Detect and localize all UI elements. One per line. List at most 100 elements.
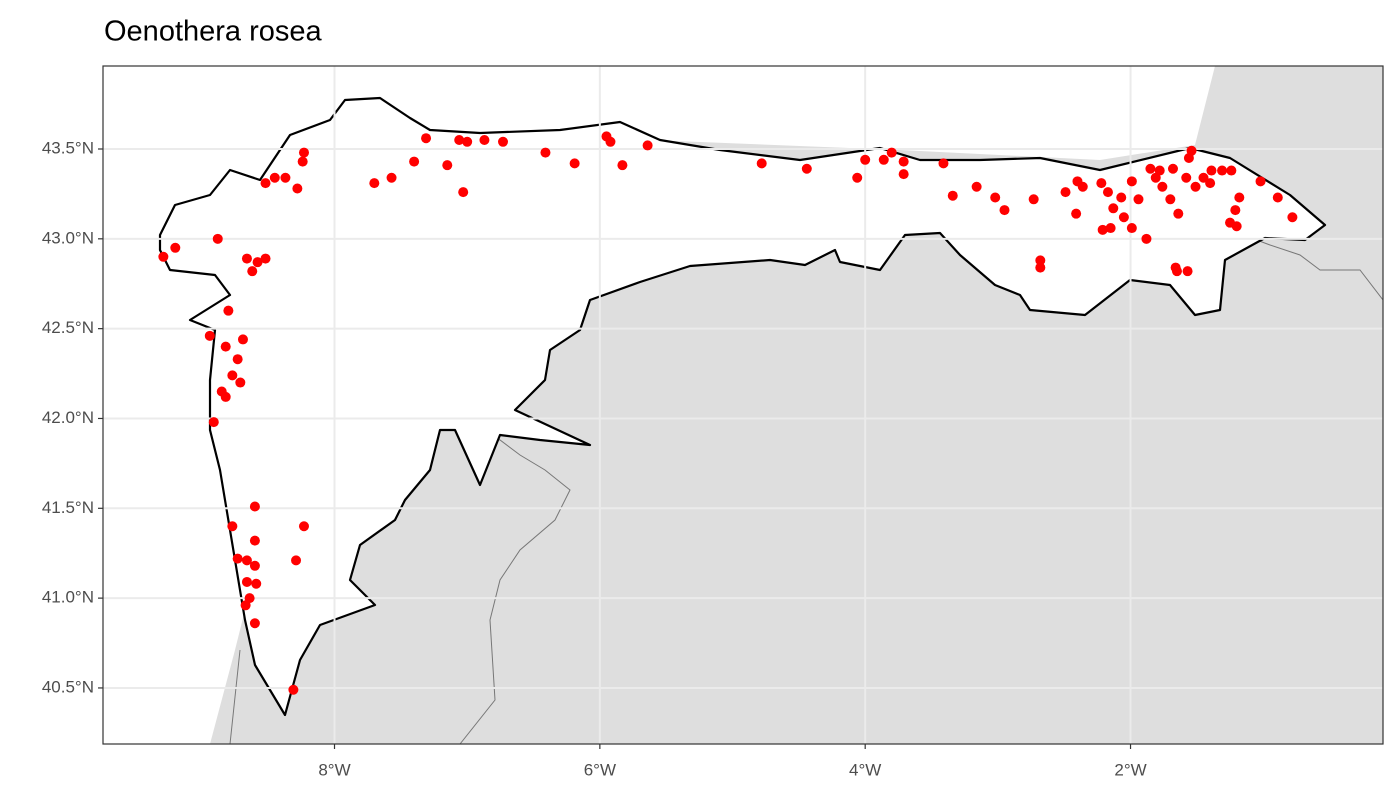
occurrence-point <box>1217 165 1228 176</box>
occurrence-point <box>999 205 1010 216</box>
occurrence-point <box>280 172 291 183</box>
map-title: Oenothera rosea <box>104 16 323 48</box>
occurrence-point <box>237 334 248 345</box>
occurrence-point <box>298 147 309 158</box>
occurrence-point <box>240 600 251 611</box>
occurrence-point <box>223 305 234 316</box>
occurrence-point <box>479 135 490 146</box>
occurrence-point <box>860 154 871 165</box>
occurrence-point <box>442 160 453 171</box>
occurrence-point <box>1190 181 1201 192</box>
occurrence-point <box>1105 223 1116 234</box>
occurrence-point <box>1186 145 1197 156</box>
occurrence-point <box>249 618 260 629</box>
y-tick-label: 41.5°N <box>42 498 94 517</box>
occurrence-point <box>220 391 231 402</box>
occurrence-point <box>1071 208 1082 219</box>
occurrence-point <box>291 555 302 566</box>
x-tick-label: 4°W <box>849 760 881 779</box>
occurrence-point <box>801 163 812 174</box>
occurrence-point <box>241 253 252 264</box>
occurrence-point <box>1118 212 1129 223</box>
occurrence-point <box>1133 194 1144 205</box>
occurrence-point <box>1198 172 1209 183</box>
occurrence-point <box>158 251 169 262</box>
y-tick-label: 42.0°N <box>42 408 94 427</box>
occurrence-point <box>269 172 280 183</box>
occurrence-point <box>247 266 258 277</box>
occurrence-point <box>1173 208 1184 219</box>
panel-border <box>102 65 1384 745</box>
x-tick-label: 2°W <box>1114 760 1146 779</box>
occurrence-point <box>241 555 252 566</box>
occurrence-point <box>212 233 223 244</box>
occurrence-point <box>458 187 469 198</box>
occurrence-point <box>1060 187 1071 198</box>
occurrence-point <box>251 578 262 589</box>
occurrence-point <box>204 330 215 341</box>
occurrence-point <box>249 535 260 546</box>
occurrence-point <box>232 553 243 564</box>
occurrence-point <box>369 178 380 189</box>
occurrence-point <box>1231 221 1242 232</box>
occurrence-point <box>1171 266 1182 277</box>
occurrence-point <box>569 158 580 169</box>
occurrence-point <box>938 158 949 169</box>
occurrence-point <box>227 370 238 381</box>
occurrence-point <box>1255 176 1266 187</box>
occurrence-point <box>170 242 181 253</box>
occurrence-point <box>1126 223 1137 234</box>
occurrence-point <box>1287 212 1298 223</box>
occurrence-point <box>232 354 243 365</box>
occurrence-point <box>1028 194 1039 205</box>
occurrence-point <box>1035 255 1046 266</box>
x-tick-label: 6°W <box>584 760 616 779</box>
occurrence-point <box>208 417 219 428</box>
occurrence-point <box>252 257 263 268</box>
occurrence-point <box>298 521 309 532</box>
occurrence-point <box>462 136 473 147</box>
map-base <box>158 66 1383 744</box>
occurrence-point <box>1141 233 1152 244</box>
occurrence-point <box>1272 192 1283 203</box>
occurrence-point <box>249 560 260 571</box>
occurrence-point <box>878 154 889 165</box>
occurrence-point <box>852 172 863 183</box>
occurrence-point <box>605 136 616 147</box>
y-tick-label: 43.5°N <box>42 138 94 157</box>
occurrence-point <box>1165 194 1176 205</box>
occurrence-point <box>1230 205 1241 216</box>
occurrence-point <box>1108 203 1119 214</box>
occurrence-point <box>409 156 420 167</box>
occurrence-point <box>1181 172 1192 183</box>
occurrence-point <box>1126 176 1137 187</box>
occurrence-point <box>421 133 432 144</box>
study-region <box>158 96 1327 717</box>
occurrence-point <box>498 136 508 147</box>
occurrence-point <box>386 172 397 183</box>
occurrence-point <box>260 253 271 264</box>
occurrence-point <box>990 192 1001 203</box>
x-tick-label: 8°W <box>318 760 350 779</box>
occurrence-point <box>947 190 958 201</box>
occurrence-point <box>898 156 909 167</box>
occurrence-point <box>1234 192 1245 203</box>
occurrence-point <box>1154 165 1165 176</box>
occurrence-point <box>971 181 982 192</box>
occurrence-point <box>1182 266 1193 277</box>
occurrence-point <box>1102 187 1113 198</box>
occurrence-point <box>260 178 271 189</box>
occurrence-point <box>227 521 238 532</box>
occurrence-point <box>241 576 252 587</box>
occurrence-point <box>540 147 551 158</box>
occurrence-point <box>617 160 628 171</box>
occurrence-point <box>1206 165 1217 176</box>
occurrence-point <box>292 183 303 194</box>
occurrence-point <box>297 156 308 167</box>
y-tick-label: 42.5°N <box>42 318 94 337</box>
occurrence-point <box>886 147 897 158</box>
occurrence-point <box>1116 192 1127 203</box>
occurrence-point <box>1096 178 1107 189</box>
occurrence-point <box>454 135 465 146</box>
